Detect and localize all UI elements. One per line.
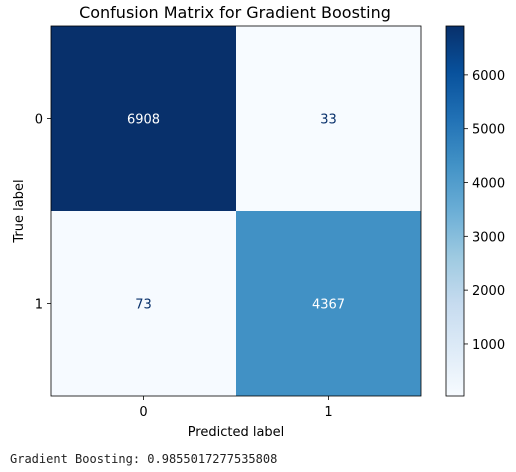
cell-value-label: 73 (135, 298, 152, 313)
x-tick-label: 1 (324, 405, 332, 420)
y-tick-label: 0 (35, 113, 43, 128)
colorbar-tick-label: 1000 (472, 338, 505, 353)
heatmap-cell (236, 211, 421, 396)
heatmap-cell (51, 211, 236, 396)
accuracy-output: Gradient Boosting: 0.9855017277535808 (10, 452, 278, 466)
colorbar-tick-label: 5000 (472, 123, 505, 138)
heatmap-cells: 6908 33 73 4367 (51, 26, 421, 396)
colorbar-tick-label: 2000 (472, 284, 505, 299)
x-tick-label: 0 (139, 405, 147, 420)
heatmap-cell (51, 26, 236, 211)
confusion-matrix-chart: Confusion Matrix for Gradient Boosting 6… (12, 3, 505, 440)
y-axis-label: True label (12, 179, 27, 243)
colorbar-ticks: 1000 2000 3000 4000 5000 6000 (464, 69, 505, 353)
cell-value-label: 33 (320, 113, 337, 128)
colorbar (445, 25, 465, 397)
colorbar-tick-label: 6000 (472, 69, 505, 84)
chart-title: Confusion Matrix for Gradient Boosting (79, 3, 391, 22)
y-tick-label: 1 (35, 298, 43, 313)
plot-frame (50, 25, 422, 397)
colorbar-tick-label: 3000 (472, 230, 505, 245)
cell-value-label: 6908 (127, 113, 160, 128)
cell-value-label: 4367 (312, 298, 345, 313)
y-axis-ticks: 01 (35, 113, 51, 313)
colorbar-tick-label: 4000 (472, 177, 505, 192)
heatmap-cell (236, 26, 421, 211)
x-axis-label: Predicted label (188, 425, 285, 440)
